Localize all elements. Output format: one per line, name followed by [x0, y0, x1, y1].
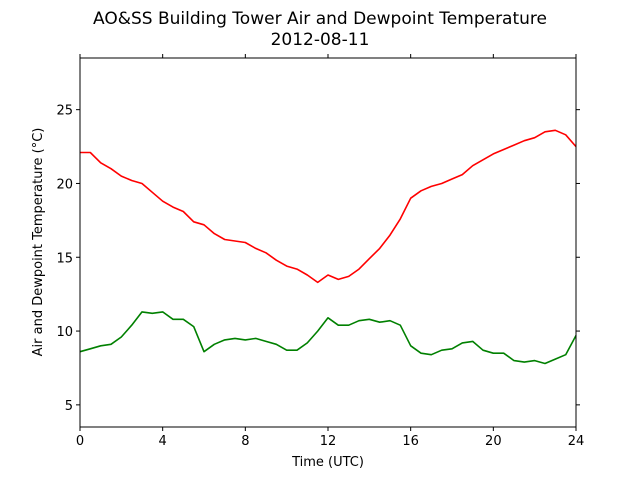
y-axis-label: Air and Dewpoint Temperature (°C): [31, 128, 46, 357]
ticks-layer: 0 4 8 12 16 20 24 5 10 15 20 25: [56, 54, 584, 449]
x-tick-label: 16: [402, 434, 419, 449]
x-tick-label: 8: [241, 434, 249, 449]
y-tick-label: 5: [65, 399, 73, 414]
plot-frame: [79, 57, 577, 428]
series-line-0: [80, 129, 577, 284]
y-tick-label: 25: [56, 104, 73, 119]
chart-title: AO&SS Building Tower Air and Dewpoint Te…: [93, 9, 547, 29]
x-tick-label: 12: [320, 434, 337, 449]
chart-subtitle: 2012-08-11: [271, 30, 370, 50]
x-tick-label: 0: [76, 434, 84, 449]
series-layer: [79, 129, 577, 365]
y-tick-label: 10: [56, 325, 73, 340]
y-tick-label: 15: [56, 251, 73, 266]
series-line-1: [79, 311, 577, 365]
x-tick-label: 4: [159, 434, 167, 449]
x-tick-label: 20: [485, 434, 502, 449]
x-axis-label: Time (UTC): [291, 455, 364, 470]
x-tick-label: 24: [568, 434, 585, 449]
y-tick-label: 20: [56, 177, 73, 192]
